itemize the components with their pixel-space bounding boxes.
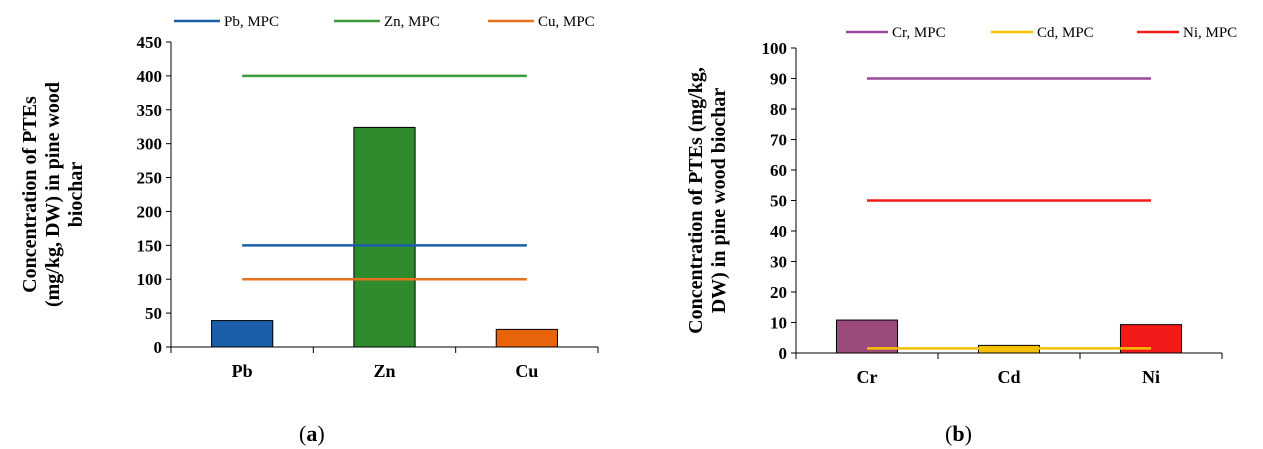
y-tick-label: 0 [779, 344, 788, 363]
y-tick-label: 450 [137, 33, 163, 52]
y-tick-label: 70 [770, 131, 787, 150]
x-tick-label: Zn [373, 361, 395, 381]
y-tick-label: 50 [770, 192, 787, 211]
bar-zn [353, 126, 416, 348]
legend: Pb, MPC Zn, MPC Cu, MPC [174, 14, 595, 30]
legend-label: Cd, MPC [1037, 25, 1094, 41]
panel-a-caption: (a) [299, 421, 325, 446]
x-tick-label: Cu [515, 361, 538, 381]
y-tick-label: 0 [154, 338, 163, 357]
y-tick-label: 80 [770, 100, 787, 119]
legend-label: Pb, MPC [224, 14, 279, 30]
y-axis-label: Concentration of PTEs (mg/kg,DW) in pine… [685, 67, 730, 334]
y-tick-label: 200 [137, 202, 163, 221]
x-tick-label: Cd [997, 367, 1020, 387]
x-tick-label: Ni [1142, 367, 1160, 387]
chart-panel-b: 0 10 20 30 40 50 60 70 80 90 100 Cr Cd Ni Cr, MPC Cd, M… [685, 25, 1237, 387]
y-axis-label-line: Concentration of PTEs [19, 96, 41, 293]
y-tick-label: 20 [770, 283, 787, 302]
y-axis-label: Concentration of PTEs(mg/kg, DW) in pine… [19, 82, 87, 307]
y-axis-label-line: Concentration of PTEs (mg/kg, [685, 67, 707, 334]
legend: Cr, MPC Cd, MPC Ni, MPC [846, 25, 1237, 41]
y-tick-label: 100 [762, 39, 788, 58]
y-tick-label: 60 [770, 161, 787, 180]
y-axis-label-line: biochar [65, 162, 87, 228]
legend-label: Cr, MPC [892, 25, 946, 41]
bar-cu [495, 328, 558, 348]
y-tick-label: 90 [770, 70, 787, 89]
y-tick-label: 40 [770, 222, 787, 241]
chart-panel-a: 0 50 100 150 200 250 300 350 400 450 Pb Zn Cu Pb, MPC… [19, 14, 599, 381]
y-tick-label: 250 [137, 169, 163, 188]
x-tick-label: Pb [232, 361, 253, 381]
legend-label: Zn, MPC [384, 14, 440, 30]
y-tick-label: 300 [137, 135, 163, 154]
y-axis-label-line: (mg/kg, DW) in pine wood [42, 82, 64, 307]
y-tick-label: 350 [137, 101, 163, 120]
panel-b-caption: (b) [945, 421, 972, 446]
y-tick-label: 400 [137, 67, 163, 86]
bar-pb [211, 320, 274, 348]
y-tick-label: 100 [137, 270, 163, 289]
legend-label: Cu, MPC [538, 14, 595, 30]
y-tick-label: 30 [770, 253, 787, 272]
y-tick-label: 10 [770, 314, 787, 333]
legend-label: Ni, MPC [1183, 25, 1237, 41]
y-tick-label: 50 [145, 304, 162, 323]
y-axis-label-line: DW) in pine wood biochar [708, 88, 730, 314]
x-tick-label: Cr [857, 367, 878, 387]
y-tick-label: 150 [137, 236, 163, 255]
